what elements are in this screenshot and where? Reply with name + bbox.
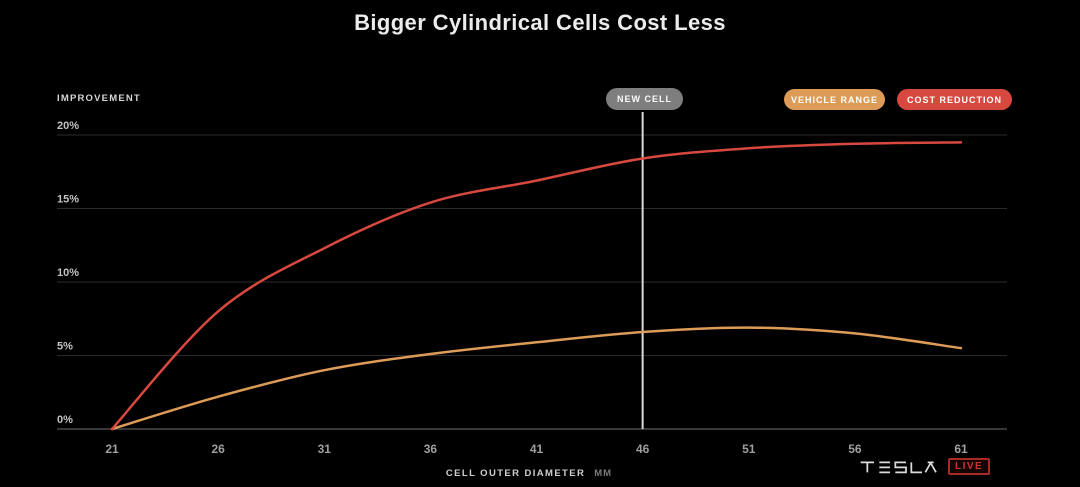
legend-cost-reduction[interactable]: COST REDUCTION [897, 89, 1012, 110]
slide-title: Bigger Cylindrical Cells Cost Less [354, 10, 726, 35]
y-tick-label: 10% [57, 267, 79, 279]
live-badge: LIVE [948, 458, 991, 475]
x-axis-unit: MM [594, 468, 613, 479]
x-tick-label: 21 [105, 442, 119, 456]
x-tick-label: 41 [530, 442, 544, 456]
x-tick-label: 26 [211, 442, 225, 456]
tesla-logo [860, 460, 937, 473]
y-tick-label: 5% [57, 341, 73, 353]
y-axis-title: IMPROVEMENT [57, 93, 141, 104]
x-tick-label: 31 [318, 442, 332, 456]
new-cell-badge[interactable]: NEW CELL [606, 88, 683, 110]
x-tick-label: 61 [954, 442, 968, 456]
cost-reduction-curve [110, 141, 963, 431]
x-axis-title: CELL OUTER DIAMETER [445, 468, 586, 479]
y-tick-label: 20% [57, 120, 79, 132]
y-tick-label: 0% [57, 414, 73, 426]
x-tick-label: 36 [424, 442, 438, 456]
legend-vehicle-range[interactable]: VEHICLE RANGE [784, 89, 885, 110]
x-tick-label: 56 [848, 442, 862, 456]
y-tick-label: 15% [57, 194, 79, 206]
x-tick-label: 46 [636, 442, 650, 456]
vehicle-range-curve [110, 326, 963, 431]
x-axis-title-row: CELL OUTER DIAMETER MM [0, 468, 1058, 479]
brand-footer: LIVE [860, 458, 991, 475]
x-tick-label: 51 [742, 442, 756, 456]
